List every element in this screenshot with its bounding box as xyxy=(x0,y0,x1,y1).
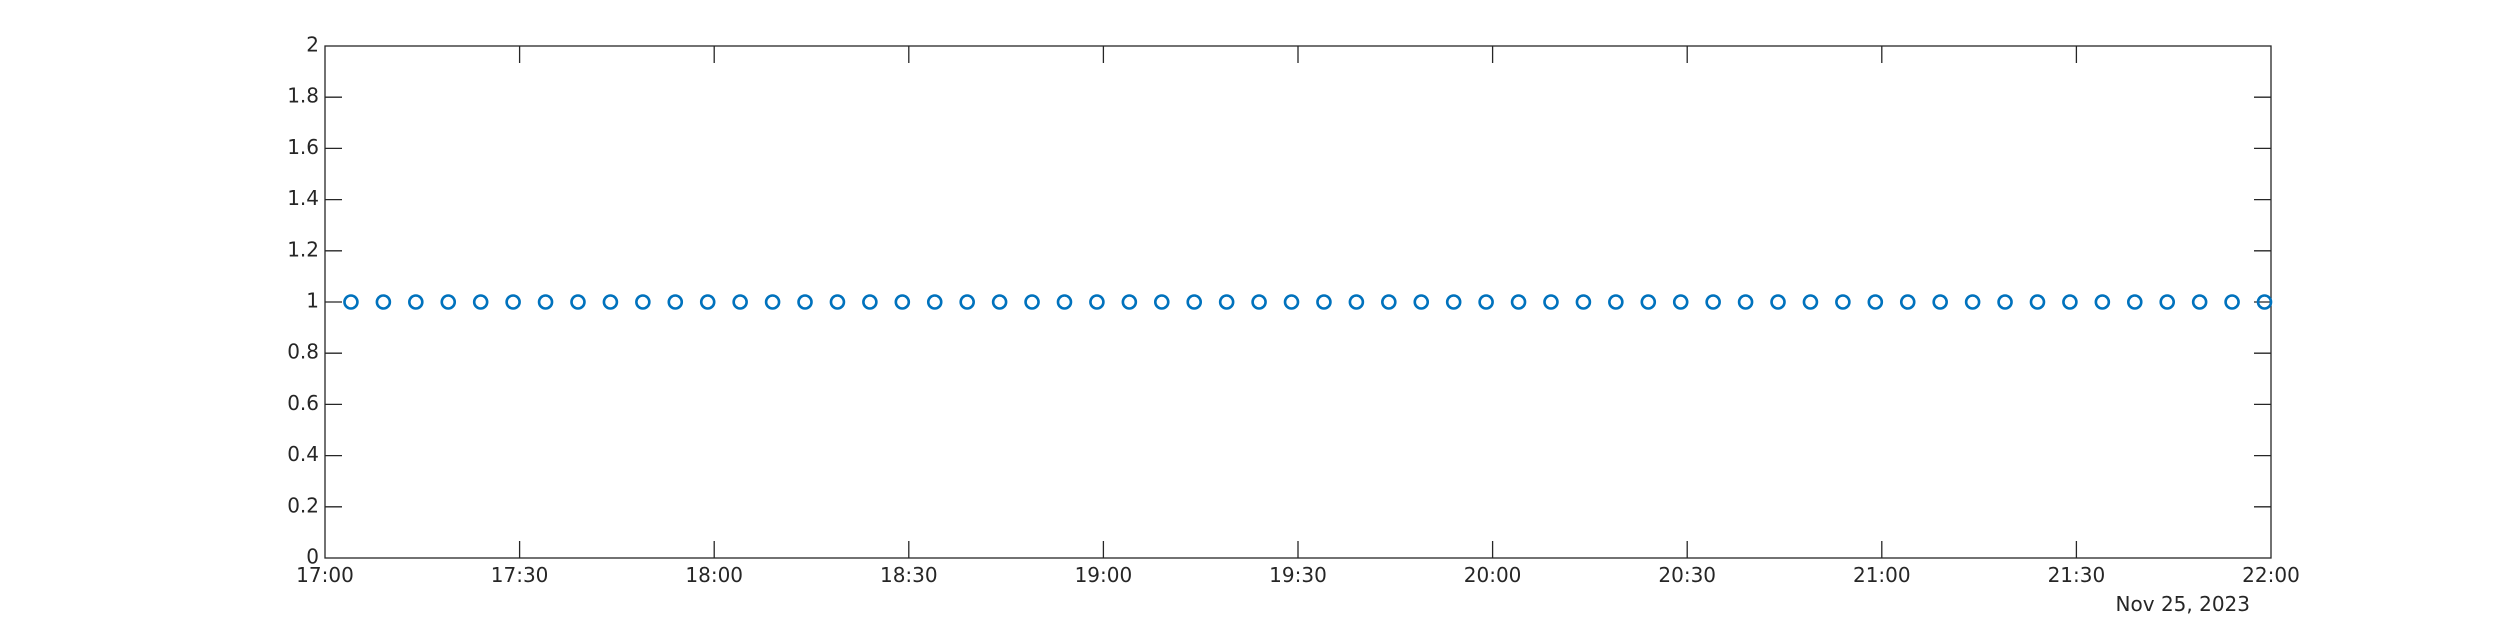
y-tick-label: 0.8 xyxy=(287,340,319,364)
data-point xyxy=(764,294,781,310)
data-point xyxy=(1024,294,1040,310)
data-point xyxy=(2029,294,2046,310)
data-point xyxy=(1381,294,1397,310)
data-point xyxy=(732,294,748,310)
data-point xyxy=(1640,294,1657,310)
data-point xyxy=(635,294,651,310)
data-point xyxy=(408,294,424,310)
data-point xyxy=(1737,294,1754,310)
data-point xyxy=(2159,294,2176,310)
data-point xyxy=(1153,294,1170,310)
data-point xyxy=(1899,294,1916,310)
x-tick-label: 19:30 xyxy=(1269,563,1327,587)
data-point xyxy=(343,294,359,310)
data-point xyxy=(1608,294,1624,310)
data-point xyxy=(699,294,716,310)
data-point xyxy=(829,294,846,310)
data-point xyxy=(797,294,813,310)
data-point xyxy=(1478,294,1494,310)
data-point xyxy=(1964,294,1981,310)
data-point xyxy=(862,294,878,310)
data-point xyxy=(505,294,521,310)
data-point xyxy=(959,294,975,310)
data-point xyxy=(1510,294,1527,310)
x-tick-label: 17:00 xyxy=(296,563,354,587)
data-point xyxy=(2094,294,2111,310)
data-point xyxy=(1445,294,1462,310)
x-tick-label: 18:30 xyxy=(880,563,938,587)
data-point xyxy=(1770,294,1786,310)
data-point xyxy=(537,294,554,310)
data-point xyxy=(1672,294,1689,310)
data-point xyxy=(1186,294,1203,310)
data-point xyxy=(1997,294,2013,310)
x-tick-label: 22:00 xyxy=(2242,563,2300,587)
data-point xyxy=(1932,294,1948,310)
y-tick-label: 1.8 xyxy=(287,84,319,108)
y-tick-label: 0.6 xyxy=(287,391,319,415)
data-point xyxy=(1218,294,1235,310)
data-point xyxy=(926,294,943,310)
x-tick-label: 18:00 xyxy=(685,563,743,587)
data-point xyxy=(570,294,586,310)
data-point xyxy=(1283,294,1300,310)
data-point xyxy=(1575,294,1592,310)
data-point xyxy=(1121,294,1138,310)
data-point xyxy=(602,294,619,310)
data-point xyxy=(2224,294,2240,310)
data-point xyxy=(1316,294,1332,310)
tick-labels: 0 0.2 0.4 0.6 0.8 1 1.2 1.4 1.6 1.8 2 17:00 17:30 18:… xyxy=(287,33,2300,588)
data-point xyxy=(1705,294,1721,310)
data-point xyxy=(1867,294,1884,310)
data-point xyxy=(991,294,1008,310)
data-markers xyxy=(343,294,2273,310)
x-tick-label: 21:00 xyxy=(1853,563,1911,587)
data-point xyxy=(440,294,457,310)
y-tick-label: 1.6 xyxy=(287,135,319,159)
x-tick-label: 21:30 xyxy=(2048,563,2106,587)
data-point xyxy=(2126,294,2143,310)
y-tick-label: 0.4 xyxy=(287,442,319,466)
data-point xyxy=(1251,294,1267,310)
data-point xyxy=(894,294,911,310)
data-point xyxy=(1802,294,1819,310)
y-tick-label: 1 xyxy=(306,289,319,313)
y-tick-label: 0.2 xyxy=(287,493,319,517)
y-tick-label: 0 xyxy=(306,545,319,569)
data-point xyxy=(472,294,489,310)
x-tick-label: 17:30 xyxy=(491,563,549,587)
data-point xyxy=(2256,294,2273,310)
data-point xyxy=(2062,294,2078,310)
data-point xyxy=(1413,294,1430,310)
x-tick-label: 20:00 xyxy=(1464,563,1522,587)
y-tick-label: 1.4 xyxy=(287,186,319,210)
data-point xyxy=(1089,294,1105,310)
y-tick-label: 1.2 xyxy=(287,237,319,261)
data-point xyxy=(1835,294,1851,310)
data-point xyxy=(1543,294,1559,310)
data-point xyxy=(375,294,392,310)
x-tick-label: 20:30 xyxy=(1658,563,1716,587)
x-tick-label: 19:00 xyxy=(1075,563,1133,587)
data-point xyxy=(2191,294,2208,310)
data-point xyxy=(1056,294,1073,310)
y-tick-label: 2 xyxy=(306,33,319,57)
data-point xyxy=(1348,294,1365,310)
x-axis-date-label: Nov 25, 2023 xyxy=(2116,592,2250,616)
data-point xyxy=(667,294,684,310)
